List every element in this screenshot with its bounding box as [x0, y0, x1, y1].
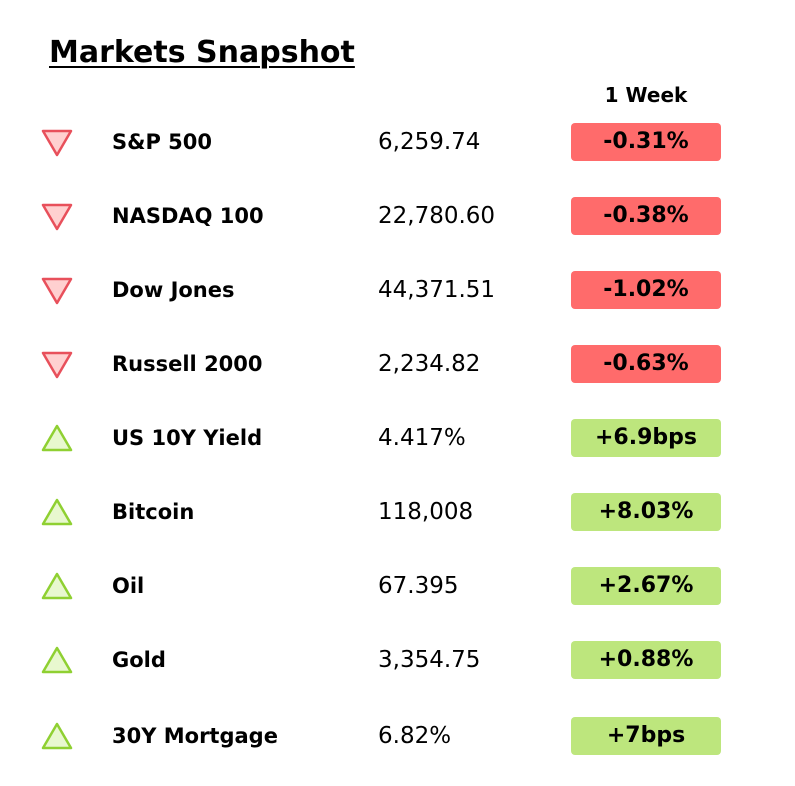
- market-row: Russell 2000 2,234.82 -0.63%: [0, 344, 795, 384]
- market-value: 6.82%: [378, 723, 452, 749]
- market-value: 67.395: [378, 573, 459, 599]
- triangle-down-icon: [40, 200, 74, 232]
- triangle-up-icon: [40, 570, 74, 602]
- change-badge: +0.88%: [571, 641, 721, 679]
- market-value: 4.417%: [378, 425, 466, 451]
- market-name: 30Y Mortgage: [112, 724, 278, 748]
- market-name: S&P 500: [112, 130, 212, 154]
- market-name: Oil: [112, 574, 145, 598]
- column-header-1-week: 1 Week: [604, 83, 688, 107]
- page-title: Markets Snapshot: [49, 35, 355, 70]
- market-name: NASDAQ 100: [112, 204, 264, 228]
- triangle-up-icon: [40, 422, 74, 454]
- market-row: S&P 500 6,259.74 -0.31%: [0, 122, 795, 162]
- market-name: Dow Jones: [112, 278, 235, 302]
- market-name: US 10Y Yield: [112, 426, 263, 450]
- market-name: Russell 2000: [112, 352, 263, 376]
- change-badge: -0.31%: [571, 123, 721, 161]
- market-value: 6,259.74: [378, 129, 481, 155]
- market-row: Dow Jones 44,371.51 -1.02%: [0, 270, 795, 310]
- triangle-down-icon: [40, 126, 74, 158]
- triangle-down-icon: [40, 274, 74, 306]
- market-value: 22,780.60: [378, 203, 496, 229]
- market-row: 30Y Mortgage 6.82% +7bps: [0, 716, 795, 756]
- change-badge: -1.02%: [571, 271, 721, 309]
- change-badge: +8.03%: [571, 493, 721, 531]
- triangle-up-icon: [40, 644, 74, 676]
- market-row: Bitcoin 118,008 +8.03%: [0, 492, 795, 532]
- market-value: 118,008: [378, 499, 474, 525]
- market-value: 44,371.51: [378, 277, 496, 303]
- market-row: NASDAQ 100 22,780.60 -0.38%: [0, 196, 795, 236]
- change-badge: -0.38%: [571, 197, 721, 235]
- market-row: Gold 3,354.75 +0.88%: [0, 640, 795, 680]
- change-badge: +2.67%: [571, 567, 721, 605]
- change-badge: +7bps: [571, 717, 721, 755]
- triangle-up-icon: [40, 496, 74, 528]
- market-name: Gold: [112, 648, 166, 672]
- market-row: Oil 67.395 +2.67%: [0, 566, 795, 606]
- change-badge: -0.63%: [571, 345, 721, 383]
- change-badge: +6.9bps: [571, 419, 721, 457]
- triangle-up-icon: [40, 720, 74, 752]
- triangle-down-icon: [40, 348, 74, 380]
- market-value: 3,354.75: [378, 647, 481, 673]
- market-row: US 10Y Yield 4.417% +6.9bps: [0, 418, 795, 458]
- market-value: 2,234.82: [378, 351, 481, 377]
- market-name: Bitcoin: [112, 500, 195, 524]
